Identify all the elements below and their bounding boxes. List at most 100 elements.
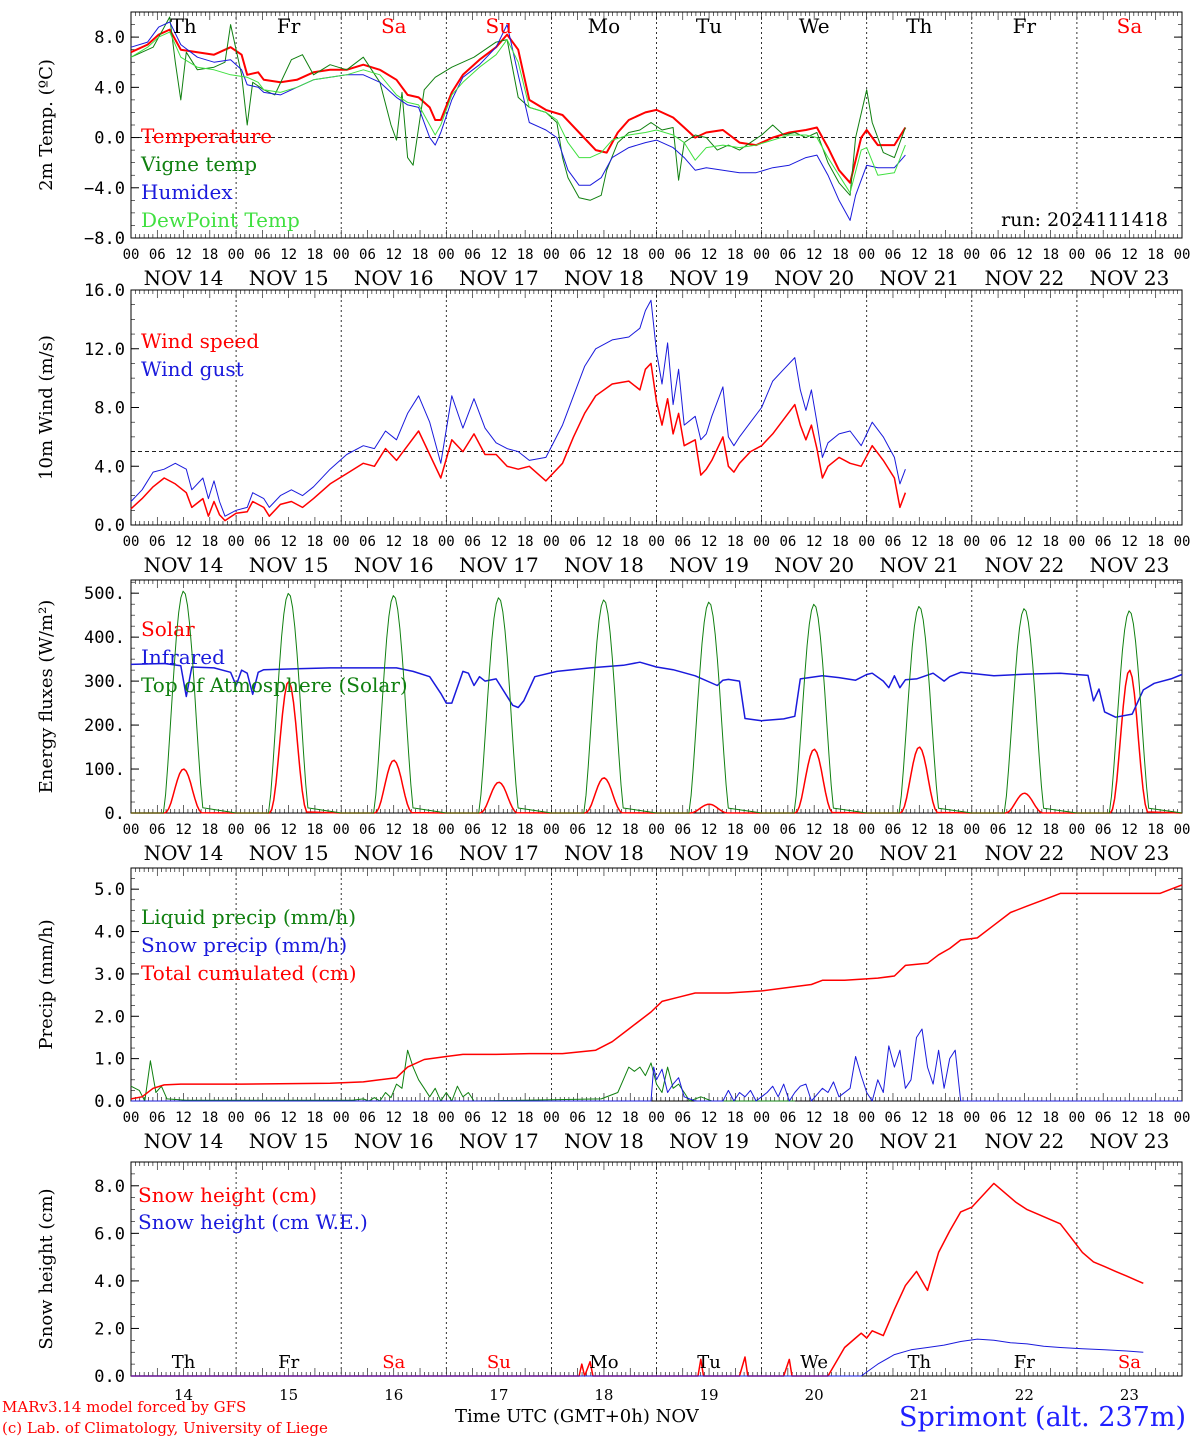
hour-tick-label: 00 (1174, 822, 1191, 838)
hour-tick-label: 12 (701, 1110, 718, 1126)
panel-wind: 0.0 4.0 8.0 12.0 16.0 10m Wind (m/s) Wind spee… (36, 281, 1190, 577)
hour-tick-label: 18 (1042, 534, 1059, 550)
hour-tick-label: 00 (543, 534, 560, 550)
hour-tick-label: 18 (832, 1110, 849, 1126)
weekday-label: Sa (1117, 14, 1143, 38)
hour-tick-label: 18 (1147, 247, 1164, 263)
legend-entry: Snow precip (mm/h) (141, 933, 347, 957)
weekday-label: Sa (381, 14, 407, 38)
series-line-wind-speed (130, 362, 907, 522)
hour-tick-label: 12 (385, 822, 402, 838)
panel-snow: 0.0 2.0 4.0 6.0 8.0 Snow height (cm) Snow heig… (36, 1161, 1183, 1404)
hour-tick-label: 18 (306, 534, 323, 550)
date-label: NOV 18 (564, 1129, 644, 1153)
date-label: NOV 20 (774, 266, 854, 290)
hour-tick-label: 00 (753, 534, 770, 550)
hour-tick-label: 12 (806, 1110, 823, 1126)
hour-tick-label: 00 (858, 247, 875, 263)
hour-tick-label: 12 (596, 822, 613, 838)
date-label: NOV 23 (1090, 841, 1170, 865)
hour-tick-label: 12 (911, 822, 928, 838)
day-number-label: 21 (910, 1386, 929, 1404)
date-label: NOV 23 (1090, 553, 1170, 577)
hour-tick-label: 00 (123, 247, 140, 263)
hour-tick-label: 12 (596, 247, 613, 263)
panel-frame (130, 11, 1183, 239)
legend-entry: Infrared (141, 645, 225, 669)
run-label: run: 2024111418 (1001, 209, 1168, 231)
date-label: NOV 16 (354, 553, 434, 577)
hour-tick-label: 06 (779, 1110, 796, 1126)
date-label: NOV 17 (459, 266, 539, 290)
date-label: NOV 16 (354, 1129, 434, 1153)
hour-tick-label: 06 (885, 822, 902, 838)
hour-tick-label: 00 (858, 534, 875, 550)
hour-tick-label: 06 (359, 822, 376, 838)
hour-tick-label: 12 (1016, 822, 1033, 838)
y-tick-label: 0.0 (94, 129, 125, 149)
hour-tick-label: 18 (201, 1110, 218, 1126)
hour-tick-label: 00 (1068, 534, 1085, 550)
y-tick-label: 400. (84, 628, 125, 648)
y-tick-label: 0. (105, 804, 125, 824)
hour-tick-label: 12 (280, 1110, 297, 1126)
weekday-label: Su (487, 1352, 511, 1373)
hour-tick-label: 18 (622, 1110, 639, 1126)
hour-tick-label: 12 (280, 534, 297, 550)
hour-tick-label: 12 (1121, 822, 1138, 838)
hour-tick-label: 00 (858, 822, 875, 838)
hour-tick-label: 18 (1147, 534, 1164, 550)
weekday-label: Mo (588, 14, 621, 38)
hour-tick-label: 12 (1016, 534, 1033, 550)
hour-tick-label: 06 (464, 534, 481, 550)
hour-tick-label: 00 (648, 1110, 665, 1126)
y-tick-label: 5.0 (94, 880, 125, 900)
hour-tick-label: 06 (674, 822, 691, 838)
date-label: NOV 17 (459, 1129, 539, 1153)
lab-credit: (c) Lab. of Climatology, University of L… (2, 1419, 328, 1437)
legend-entry: Temperature (141, 124, 272, 148)
y-tick-label: −8.0 (84, 229, 125, 249)
y-tick-label: 2.0 (94, 1319, 125, 1339)
hour-tick-label: 18 (937, 822, 954, 838)
hour-tick-label: 06 (359, 534, 376, 550)
hour-tick-label: 00 (963, 1110, 980, 1126)
legend-entry: Snow height (cm W.E.) (138, 1210, 368, 1234)
hour-tick-label: 18 (306, 822, 323, 838)
hour-tick-label: 18 (201, 534, 218, 550)
hour-tick-label: 06 (464, 822, 481, 838)
day-number-label: 15 (279, 1386, 298, 1404)
hour-tick-label: 18 (727, 247, 744, 263)
hour-tick-label: 00 (333, 247, 350, 263)
hour-tick-label: 06 (149, 1110, 166, 1126)
legend-entry: DewPoint Temp (141, 208, 300, 232)
hour-tick-label: 06 (1095, 822, 1112, 838)
hour-tick-label: 00 (1174, 247, 1191, 263)
hour-tick-label: 00 (228, 247, 245, 263)
y-tick-label: 8.0 (94, 399, 125, 419)
hour-tick-label: 00 (333, 822, 350, 838)
legend-entry: Vigne temp (140, 152, 257, 176)
panel-precip: 0.0 1.0 2.0 3.0 4.0 5.0 Precip (mm/h) Liquid pr… (36, 867, 1190, 1153)
hour-tick-label: 12 (701, 534, 718, 550)
y-tick-label: 0.0 (94, 1367, 125, 1387)
hour-tick-label: 12 (385, 534, 402, 550)
y-tick-label: 1.0 (94, 1050, 125, 1070)
hour-tick-label: 06 (674, 1110, 691, 1126)
day-number-label: 20 (805, 1386, 824, 1404)
legend-entry: Total cumulated (cm) (141, 961, 357, 985)
weekday-label: Tu (697, 1352, 721, 1373)
hour-tick-label: 06 (569, 822, 586, 838)
date-label: NOV 14 (144, 266, 224, 290)
weekday-label: Sa (382, 1352, 405, 1373)
date-label: NOV 16 (354, 841, 434, 865)
hour-tick-label: 18 (622, 534, 639, 550)
hour-tick-label: 18 (622, 247, 639, 263)
hour-tick-label: 06 (254, 247, 271, 263)
y-tick-label: 6.0 (94, 1224, 125, 1244)
hour-tick-label: 18 (832, 534, 849, 550)
date-label: NOV 19 (669, 1129, 749, 1153)
legend-entry: Solar (141, 617, 195, 641)
hour-tick-label: 18 (306, 1110, 323, 1126)
